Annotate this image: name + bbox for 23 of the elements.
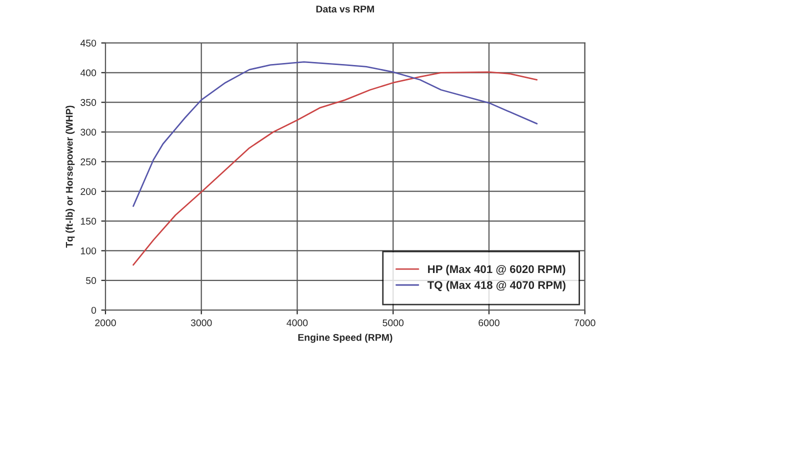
y-tick-label: 300	[80, 128, 96, 136]
y-tick-label: 100	[80, 247, 96, 254]
y-tick-label: 250	[80, 158, 96, 166]
x-tick-label: 5000	[382, 319, 404, 326]
y-tick-label: 0	[91, 306, 96, 314]
y-tick-label: 350	[80, 99, 96, 106]
x-tick-label: 3000	[190, 319, 212, 326]
chart-title: Data vs RPM	[316, 6, 374, 13]
y-tick-label: 400	[80, 69, 96, 76]
y-tick-label: 50	[86, 277, 96, 284]
legend-label: TQ (Max 418 @ 4070 RPM)	[427, 280, 566, 292]
x-tick-label: 7000	[574, 319, 596, 326]
y-axis-title: Tq (ft-lb) or Horsepower (WHP)	[66, 106, 75, 248]
line-series	[132, 61, 538, 207]
x-tick-label: 2000	[95, 319, 116, 326]
line-series	[132, 71, 538, 266]
y-tick-label: 150	[80, 218, 96, 225]
x-axis-title: Engine Speed (RPM)	[298, 334, 392, 343]
x-tick-label: 6000	[478, 319, 500, 326]
y-tick-label: 200	[80, 188, 96, 195]
x-tick-label: 4000	[286, 319, 308, 326]
legend-label: HP (Max 401 @ 6020 RPM)	[428, 264, 566, 276]
y-tick-label: 450	[80, 40, 96, 47]
